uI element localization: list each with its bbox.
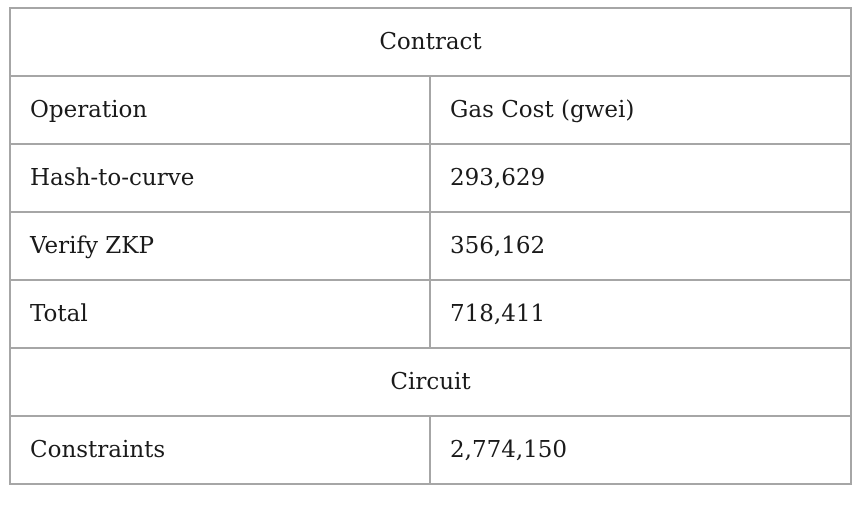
section-title-contract: Contract bbox=[9, 7, 852, 77]
cell-gas-cost: 293,629 bbox=[429, 143, 852, 213]
table-row: Constraints 2,774,150 bbox=[9, 415, 852, 485]
table-row: Hash-to-curve 293,629 bbox=[9, 143, 852, 213]
cell-operation: Total bbox=[9, 279, 431, 349]
header-row: Operation Gas Cost (gwei) bbox=[9, 75, 852, 145]
section-title-circuit: Circuit bbox=[9, 347, 852, 417]
column-header-gas-cost: Gas Cost (gwei) bbox=[429, 75, 852, 145]
section-row-circuit: Circuit bbox=[9, 347, 852, 417]
section-row-contract: Contract bbox=[9, 7, 852, 77]
cell-circuit-label: Constraints bbox=[9, 415, 431, 485]
table-row: Total 718,411 bbox=[9, 279, 852, 349]
cell-gas-cost: 356,162 bbox=[429, 211, 852, 281]
cell-operation: Hash-to-curve bbox=[9, 143, 431, 213]
cell-operation: Verify ZKP bbox=[9, 211, 431, 281]
column-header-operation: Operation bbox=[9, 75, 431, 145]
cell-gas-cost: 718,411 bbox=[429, 279, 852, 349]
gas-cost-table: Contract Operation Gas Cost (gwei) Hash-… bbox=[9, 7, 852, 485]
cell-circuit-value: 2,774,150 bbox=[429, 415, 852, 485]
table-row: Verify ZKP 356,162 bbox=[9, 211, 852, 281]
